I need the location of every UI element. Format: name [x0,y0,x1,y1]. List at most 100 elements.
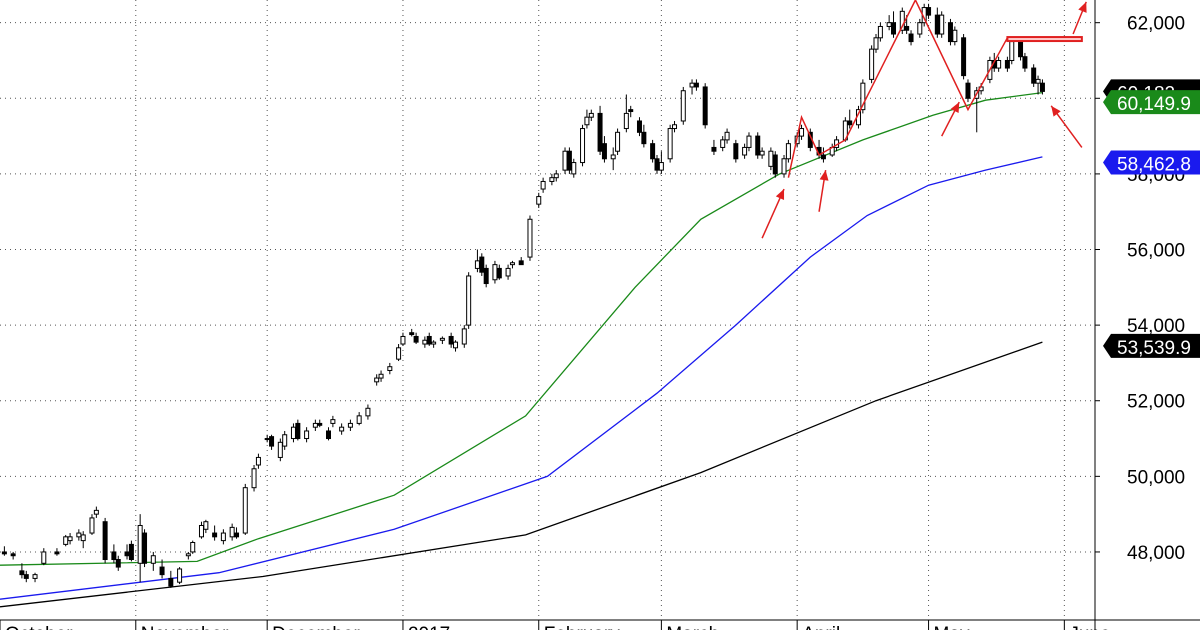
candle-body [947,22,953,43]
candle-body [904,25,910,31]
candle [453,340,459,352]
candle-body [527,218,533,258]
candle [54,548,60,556]
candle-body [711,146,717,152]
candle [658,151,664,174]
candle [496,264,502,280]
arrow-head [950,102,960,114]
candle [891,11,897,38]
candle-body [755,135,761,156]
candle-body [290,426,296,440]
candle [461,325,467,348]
candle-body [742,146,748,156]
x-tick-label: May [934,624,970,630]
candle-body [965,82,971,99]
candle-body [67,536,73,542]
candle-body [877,25,883,39]
candle-body [689,82,695,88]
price-box-bg [1103,150,1200,175]
candle-body [873,37,879,50]
candle [588,109,594,121]
series-line-1 [0,156,1043,600]
price-box: 58,462.8 [1103,150,1200,176]
candle [742,143,748,159]
candle-body [628,109,634,113]
candle-body [32,574,38,579]
candle-body [781,158,787,175]
candle-body [41,551,47,564]
candle-body [242,487,248,534]
candle [198,521,204,539]
candle-body [76,532,82,538]
candle [781,155,787,178]
candle-body [518,260,524,266]
annotation-arrow [1050,105,1083,148]
candle [115,555,121,571]
candle-body [580,128,586,164]
candle-body [1009,41,1015,61]
candle [277,438,283,462]
candle [772,151,778,178]
candle-body [453,341,459,349]
candle-body [610,154,616,160]
candle-body [93,509,99,515]
candle [177,567,183,585]
candle-body [926,7,932,16]
candle [702,83,708,129]
arrow-head [819,170,829,181]
resistance-box [1006,36,1083,43]
candle-body [277,441,283,458]
candle [799,124,805,140]
candle-body [860,82,866,111]
candle [566,147,572,174]
candle [80,531,86,549]
candle [847,109,853,129]
candle-body [1031,67,1037,84]
candle [365,404,371,420]
candle-body [658,162,664,171]
candle [961,34,967,80]
candle [269,434,275,450]
candle-body [282,434,288,447]
candle-body [264,438,270,441]
candle-body [536,196,542,205]
candle-body [672,124,678,130]
candle-body [168,577,174,587]
candle-body [177,568,183,583]
y-tick-label: 48,000 [1127,543,1185,564]
candle-body [601,143,607,160]
x-tick-label: June [1069,624,1110,630]
candle [19,563,25,579]
candle-body [891,22,897,35]
candle [755,132,761,159]
candle [339,423,345,435]
candle [251,465,257,492]
candle-body [80,534,86,542]
candle [185,551,191,560]
candle-body [461,328,467,345]
candle-body [115,559,121,568]
arrow-head [1051,105,1061,117]
candle-body [996,59,1002,69]
candle [295,419,301,441]
x-tick-label: October [5,624,73,630]
candle [720,136,726,152]
candle [553,170,559,182]
series-line-2 [0,341,1043,608]
candle [190,540,196,554]
candle [597,105,603,155]
candle [159,559,165,579]
candle-body [466,275,472,326]
candle [304,427,310,443]
candle-body [203,521,209,530]
y-tick-label: 56,000 [1127,241,1185,262]
candle [610,147,616,171]
candle [413,332,419,345]
candle-body [680,90,686,122]
candle [128,540,134,562]
candle [785,139,791,163]
candle-body [641,131,647,145]
candle-body [426,335,432,345]
candle-body [492,264,498,281]
candle [562,147,568,174]
